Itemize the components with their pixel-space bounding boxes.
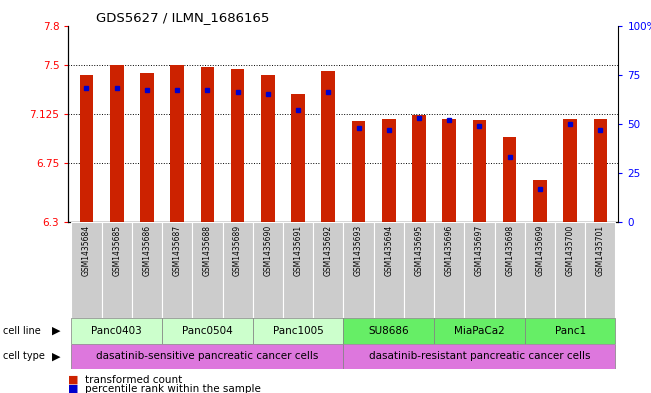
Bar xyxy=(79,75,93,222)
Text: MiaPaCa2: MiaPaCa2 xyxy=(454,326,505,336)
Bar xyxy=(533,180,547,222)
Text: transformed count: transformed count xyxy=(85,375,182,385)
Bar xyxy=(555,222,585,318)
Bar xyxy=(291,94,305,222)
Text: GSM1435694: GSM1435694 xyxy=(384,225,393,276)
Text: GSM1435686: GSM1435686 xyxy=(143,225,152,276)
Text: Panc1: Panc1 xyxy=(555,326,586,336)
Text: GSM1435697: GSM1435697 xyxy=(475,225,484,276)
Bar xyxy=(404,222,434,318)
Bar xyxy=(585,222,615,318)
Text: GSM1435687: GSM1435687 xyxy=(173,225,182,276)
Text: cell type: cell type xyxy=(3,351,45,361)
Bar xyxy=(283,222,313,318)
Text: cell line: cell line xyxy=(3,326,41,336)
Text: Panc0504: Panc0504 xyxy=(182,326,233,336)
Bar xyxy=(72,222,102,318)
Text: GSM1435698: GSM1435698 xyxy=(505,225,514,276)
Bar xyxy=(192,222,223,318)
Text: GSM1435695: GSM1435695 xyxy=(415,225,423,276)
Bar xyxy=(412,115,426,222)
Text: GSM1435701: GSM1435701 xyxy=(596,225,605,276)
Bar xyxy=(382,119,396,222)
Text: GSM1435691: GSM1435691 xyxy=(294,225,303,276)
Bar xyxy=(102,222,132,318)
Text: GSM1435689: GSM1435689 xyxy=(233,225,242,276)
Text: GSM1435688: GSM1435688 xyxy=(203,225,212,276)
Bar xyxy=(343,318,434,344)
Text: GSM1435699: GSM1435699 xyxy=(535,225,544,276)
Bar xyxy=(231,69,244,222)
Bar xyxy=(253,318,343,344)
Bar xyxy=(162,318,253,344)
Bar xyxy=(525,318,615,344)
Text: Panc1005: Panc1005 xyxy=(273,326,324,336)
Bar xyxy=(495,222,525,318)
Bar xyxy=(253,222,283,318)
Bar xyxy=(162,222,192,318)
Bar xyxy=(434,222,464,318)
Bar xyxy=(594,119,607,222)
Text: Panc0403: Panc0403 xyxy=(91,326,142,336)
Bar xyxy=(374,222,404,318)
Bar xyxy=(201,68,214,222)
Text: dasatinib-sensitive pancreatic cancer cells: dasatinib-sensitive pancreatic cancer ce… xyxy=(96,351,318,361)
Bar xyxy=(473,120,486,222)
Bar xyxy=(171,65,184,222)
Bar xyxy=(132,222,162,318)
Text: ■: ■ xyxy=(68,375,79,385)
Text: ▶: ▶ xyxy=(52,326,61,336)
Bar xyxy=(443,119,456,222)
Text: GSM1435690: GSM1435690 xyxy=(264,225,272,276)
Text: ▶: ▶ xyxy=(52,351,61,361)
Text: percentile rank within the sample: percentile rank within the sample xyxy=(85,384,260,393)
Bar xyxy=(72,318,162,344)
Bar xyxy=(343,344,615,369)
Bar xyxy=(434,318,525,344)
Bar xyxy=(313,222,343,318)
Bar xyxy=(464,222,495,318)
Text: SU8686: SU8686 xyxy=(368,326,409,336)
Bar xyxy=(563,119,577,222)
Text: GSM1435685: GSM1435685 xyxy=(112,225,121,276)
Text: dasatinib-resistant pancreatic cancer cells: dasatinib-resistant pancreatic cancer ce… xyxy=(368,351,590,361)
Bar xyxy=(72,344,343,369)
Bar xyxy=(525,222,555,318)
Text: GDS5627 / ILMN_1686165: GDS5627 / ILMN_1686165 xyxy=(96,11,270,24)
Bar xyxy=(352,121,365,222)
Text: GSM1435684: GSM1435684 xyxy=(82,225,91,276)
Bar xyxy=(110,65,124,222)
Text: GSM1435692: GSM1435692 xyxy=(324,225,333,276)
Bar xyxy=(140,73,154,222)
Bar xyxy=(223,222,253,318)
Bar xyxy=(343,222,374,318)
Bar xyxy=(322,72,335,222)
Bar xyxy=(503,137,516,222)
Bar xyxy=(261,75,275,222)
Text: GSM1435693: GSM1435693 xyxy=(354,225,363,276)
Text: GSM1435696: GSM1435696 xyxy=(445,225,454,276)
Text: GSM1435700: GSM1435700 xyxy=(566,225,575,276)
Text: ■: ■ xyxy=(68,384,79,393)
